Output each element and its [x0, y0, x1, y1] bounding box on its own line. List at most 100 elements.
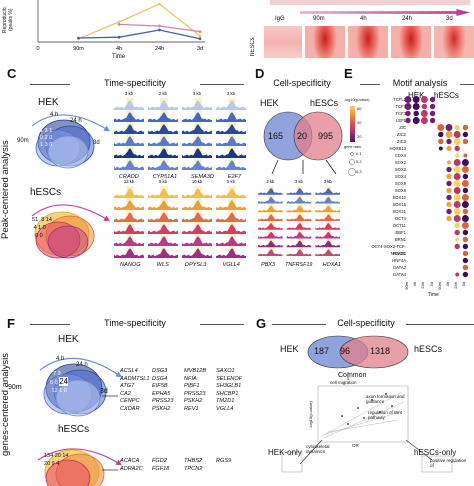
panel-c-venn-time-24h: 24 h [70, 118, 82, 124]
panel-g-term-positive: positive regulation of [430, 458, 467, 468]
motif-dot [461, 180, 469, 187]
coverage-track [148, 136, 178, 146]
motif-label: ZIC2 [396, 132, 406, 137]
coverage-track [258, 196, 283, 204]
gene-name: PSKH2 [184, 398, 203, 405]
gene-name: SHCBP1 [216, 390, 239, 397]
motif-dot [438, 131, 444, 138]
gene-label: E2F7 [227, 174, 242, 180]
coverage-track [286, 223, 312, 230]
venn-number: 3 [57, 371, 61, 377]
venn-number: 0 [35, 233, 39, 239]
motif-dot [462, 138, 469, 145]
coverage-track [114, 112, 144, 122]
gene-name: NFIA [184, 375, 197, 382]
motif-dot [462, 250, 469, 257]
panel-g-scatter [281, 372, 453, 473]
coverage-track [286, 196, 312, 204]
panel-d-number-hek: 165 [268, 131, 284, 141]
motif-dot [446, 145, 452, 152]
venn-number: 1 [59, 388, 63, 394]
motif-label: TCFL2 [393, 97, 406, 102]
coverage-track [216, 112, 246, 122]
track-scale-label: 5 kb [227, 179, 236, 184]
motif-dot [404, 103, 412, 110]
coverage-track [216, 248, 246, 258]
gene-name: EPHA5 [152, 390, 171, 397]
coverage-track [286, 188, 312, 195]
panel-d-hek-label: HEK [260, 98, 279, 108]
venn-number: 134 [44, 453, 54, 459]
motif-dot [453, 187, 461, 194]
coverage-track [286, 231, 312, 239]
venn-number: 20 [54, 453, 61, 459]
panel-e-rule-right [460, 84, 474, 85]
motif-label: CDX4 [394, 153, 406, 158]
gene-name: ACSL4 [120, 368, 138, 374]
gene-name: THBS2 [184, 458, 203, 464]
coverage-track [315, 240, 340, 248]
motif-dot [453, 173, 461, 180]
gene-label: TNFRSF19 [285, 262, 313, 268]
panel-c-tracks-hesc: 12 kb 5 kb 10 kb 5 kb [112, 178, 248, 262]
venn-number: 0 [63, 388, 67, 394]
panel-e-legend-tick-40: 40 [357, 120, 362, 125]
panel-d-hesc-label: hESCs [310, 98, 339, 108]
gene-list-column: SAXO1 SELENOF SH3GLB1 SHCBP1 TM2D1 VGLL4 [216, 368, 242, 414]
coverage-track [148, 112, 178, 122]
motif-dot [405, 110, 411, 117]
gene-label: CRADD [118, 174, 139, 180]
motif-column-label: 3d [428, 282, 434, 287]
panel-c-hek-numbers: 1 3 1 0 2 0 1 3 0 [40, 128, 90, 149]
x-tick-label: 90m [73, 46, 84, 52]
track-scale-label: 2 kb [227, 91, 236, 96]
panel-e-legend-title: -log10(p-value) [344, 98, 370, 102]
panel-e-size-tick-02: 0.2 [356, 159, 362, 164]
track-scale-label: 3 kb [193, 91, 202, 96]
motif-dot [461, 201, 469, 208]
motif-dot [453, 166, 461, 173]
coverage-track [182, 148, 212, 158]
motif-dot [461, 159, 469, 166]
venn-number: 1 [40, 142, 44, 148]
venn-number: 0 [49, 135, 53, 141]
heatmap-4h [348, 26, 388, 58]
panel-c-hek-venn [31, 114, 111, 169]
side-label-genes: genes-centered analysis [0, 353, 11, 456]
panel-e-size-tick-01: 0.1 [356, 151, 362, 156]
motif-column-label: 4h [445, 282, 450, 287]
coverage-track [216, 124, 246, 134]
gene-name: RGS9 [216, 458, 232, 464]
series-point [77, 36, 80, 40]
x-tick-label: 24h [155, 46, 164, 52]
motif-dot [446, 208, 452, 215]
panel-g-letter: G [256, 316, 267, 331]
motif-label: TCF3 [395, 111, 406, 116]
motif-dot [446, 138, 452, 145]
motif-dot [446, 173, 452, 180]
coverage-track [182, 136, 212, 146]
coverage-track [182, 188, 212, 198]
motif-dot [453, 194, 461, 201]
panel-g-venn [307, 335, 409, 369]
panel-e-size-tick-03: 0.3 [356, 169, 362, 174]
panel-c-letter: C [7, 66, 17, 81]
panel-e-dotplot [404, 96, 469, 278]
motif-label: SOX2 [394, 160, 406, 165]
coverage-track [114, 188, 144, 198]
motif-dot [454, 222, 460, 229]
venn-number: 0 [39, 233, 43, 239]
panel-d-genes: PBX3 TNFRSF19 HOXA1 [256, 262, 346, 268]
panel-g-number-hek: 187 [314, 346, 330, 356]
motif-dot [429, 96, 436, 103]
track-panel: 2 kb 3 kb 3 kb [258, 179, 340, 256]
coverage-track [148, 148, 178, 158]
motif-dot [455, 237, 460, 242]
motif-label: TEAD1 [392, 251, 407, 256]
panel-e-size-legend [348, 152, 356, 176]
panel-d-tracks: 2 kb 3 kb 3 kb [256, 178, 342, 260]
motif-dot [461, 215, 469, 222]
motif-dot [462, 173, 469, 180]
motif-dot [462, 243, 469, 250]
gene-list-column: THBS2 TPCN2 [184, 458, 202, 473]
